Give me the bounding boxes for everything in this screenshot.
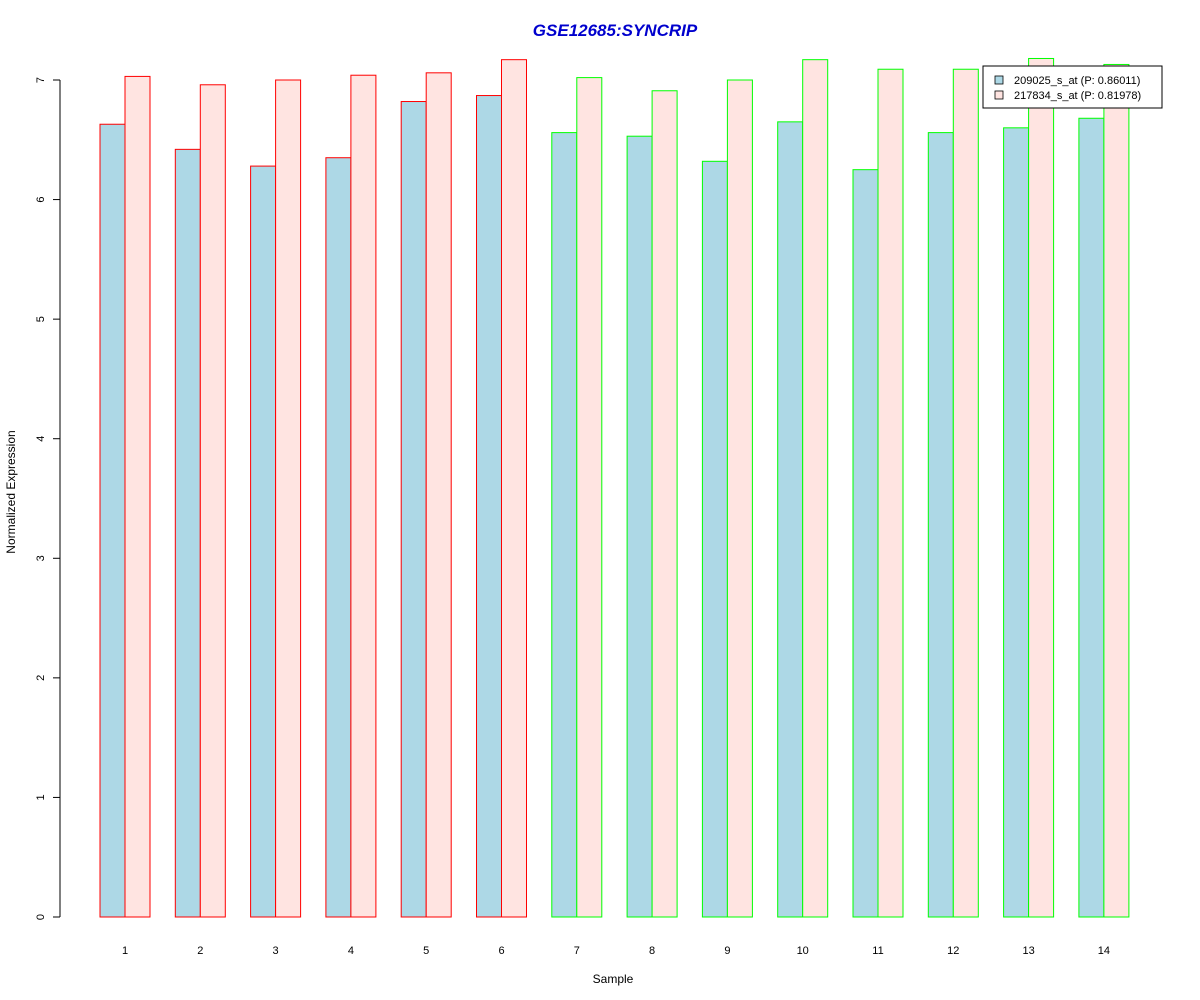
y-tick-label: 6 [35, 197, 47, 203]
bar-sample-4-series-2 [350, 74, 377, 918]
bar-sample-12-series-1 [927, 132, 954, 918]
x-tick-label: 13 [1022, 945, 1034, 957]
legend-label-1: 209025_s_at (P: 0.86011) [1014, 75, 1140, 87]
x-tick-label: 7 [574, 945, 580, 957]
x-tick-label: 9 [724, 945, 730, 957]
x-tick-label: 5 [423, 945, 429, 957]
y-tick-label: 7 [35, 77, 47, 83]
bar-sample-11-series-1 [852, 169, 879, 918]
legend-swatch-2 [994, 90, 1004, 100]
x-tick-label: 4 [348, 945, 354, 957]
y-axis: 0 1 2 3 4 5 6 7 [35, 77, 61, 920]
legend-box [982, 65, 1163, 109]
bars-group [99, 57, 1130, 918]
bar-sample-6-series-1 [476, 95, 502, 918]
bar-sample-1-series-2 [124, 75, 151, 918]
bar-sample-9-series-1 [701, 160, 728, 918]
bar-sample-3-series-2 [275, 79, 302, 918]
bar-sample-4-series-1 [325, 157, 352, 918]
bar-sample-14-series-1 [1078, 117, 1105, 918]
y-tick-label: 4 [35, 436, 47, 442]
bar-sample-6-series-2 [501, 59, 527, 918]
x-tick-label: 11 [872, 945, 883, 957]
bar-sample-5-series-2 [425, 72, 452, 918]
bar-sample-14-series-2 [1103, 63, 1130, 918]
bar-sample-10-series-1 [777, 121, 804, 918]
bar-sample-11-series-2 [877, 68, 904, 918]
bar-sample-12-series-2 [952, 68, 979, 918]
legend: 209025_s_at (P: 0.86011) 217834_s_at (P: … [982, 65, 1163, 109]
x-tick-label: 3 [273, 945, 279, 957]
bar-sample-5-series-1 [400, 101, 427, 918]
chart-title: GSE12685:SYNCRIP [533, 21, 698, 40]
bar-sample-9-series-2 [726, 79, 753, 918]
legend-swatch-1 [994, 75, 1004, 85]
bar-sample-13-series-2 [1028, 57, 1055, 918]
x-tick-label: 10 [797, 945, 809, 957]
x-axis: 1 2 3 4 5 6 7 8 9 10 11 12 13 14 [122, 945, 1110, 957]
x-tick-label: 8 [649, 945, 655, 957]
y-axis-title: Normalized Expression [4, 430, 18, 553]
bar-sample-7-series-2 [576, 77, 603, 918]
x-tick-label: 6 [498, 945, 504, 957]
x-tick-label: 1 [122, 945, 128, 957]
bar-sample-7-series-1 [551, 132, 578, 918]
y-tick-label: 1 [35, 794, 47, 800]
x-tick-label: 14 [1098, 945, 1110, 957]
bar-sample-10-series-2 [802, 59, 829, 918]
x-tick-label: 12 [947, 945, 959, 957]
y-tick-label: 5 [35, 316, 47, 322]
x-tick-label: 2 [197, 945, 203, 957]
bar-sample-2-series-2 [199, 84, 226, 918]
bar-sample-13-series-1 [1003, 127, 1030, 918]
bar-sample-8-series-2 [651, 90, 678, 918]
y-tick-label: 0 [35, 914, 47, 920]
y-tick-label: 2 [35, 675, 47, 681]
bar-sample-2-series-1 [174, 148, 201, 918]
bar-sample-8-series-1 [626, 135, 653, 918]
x-axis-title: Sample [593, 972, 634, 986]
y-tick-label: 3 [35, 555, 47, 561]
bar-sample-1-series-1 [99, 123, 126, 918]
bar-sample-3-series-1 [250, 165, 277, 918]
legend-label-2: 217834_s_at (P: 0.81978) [1014, 90, 1141, 102]
